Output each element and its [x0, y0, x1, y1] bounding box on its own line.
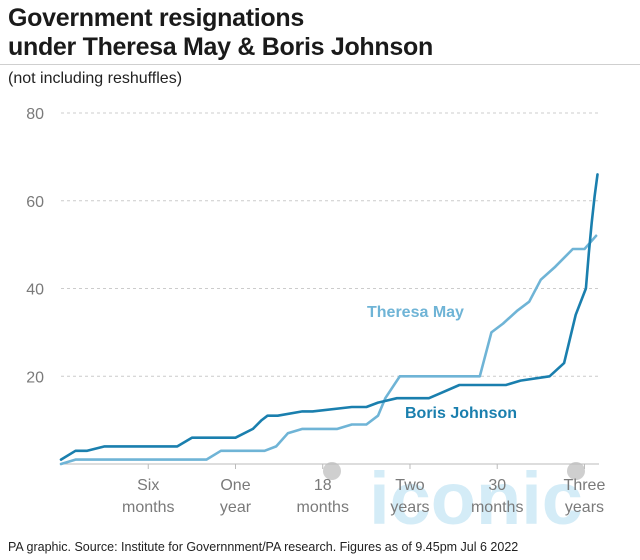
x-tick-label: months: [471, 499, 523, 516]
chart-title-line1: Government resignations: [8, 4, 304, 32]
x-tick-label: years: [390, 499, 429, 516]
iconic-watermark: iconic: [323, 457, 585, 540]
watermark-text: iconic: [369, 457, 583, 540]
x-tick-label: years: [565, 499, 604, 516]
x-tick-label: One: [220, 477, 250, 494]
chart-subtitle: (not including reshuffles): [8, 70, 183, 87]
x-tick-label: year: [220, 499, 252, 516]
y-axis-ticks: 20 40 60 80: [26, 106, 44, 386]
x-tick-label: 30: [488, 477, 506, 494]
x-tick-label: Three: [564, 477, 606, 494]
y-tick-label: 40: [26, 282, 44, 299]
y-tick-label: 80: [26, 106, 44, 123]
y-tick-label: 20: [26, 369, 44, 386]
title-divider: [0, 64, 640, 65]
x-tick-label: months: [296, 499, 348, 516]
x-tick-label: Six: [137, 477, 159, 494]
x-axis-ticks: Six months One year 18 months Two years 30 months…: [122, 464, 605, 516]
watermark-dot: [567, 462, 585, 480]
watermark-dot: [323, 462, 341, 480]
source-note: PA graphic. Source: Institute for Govern…: [8, 540, 519, 554]
y-tick-label: 60: [26, 194, 44, 211]
gridlines: [61, 112, 599, 377]
x-tick-label: months: [122, 499, 174, 516]
series-line-theresa-may: [59, 234, 598, 466]
series-lines: [59, 173, 599, 466]
series-line-boris-johnson: [59, 173, 599, 461]
chart-title-line2: under Theresa May & Boris Johnson: [8, 33, 433, 61]
x-tick-label: Two: [395, 477, 424, 494]
series-label-boris-johnson: Boris Johnson: [405, 405, 517, 422]
series-label-theresa-may: Theresa May: [367, 304, 464, 321]
chart-title: Government resignations under Theresa Ma…: [8, 4, 628, 62]
x-tick-label: 18: [314, 477, 332, 494]
